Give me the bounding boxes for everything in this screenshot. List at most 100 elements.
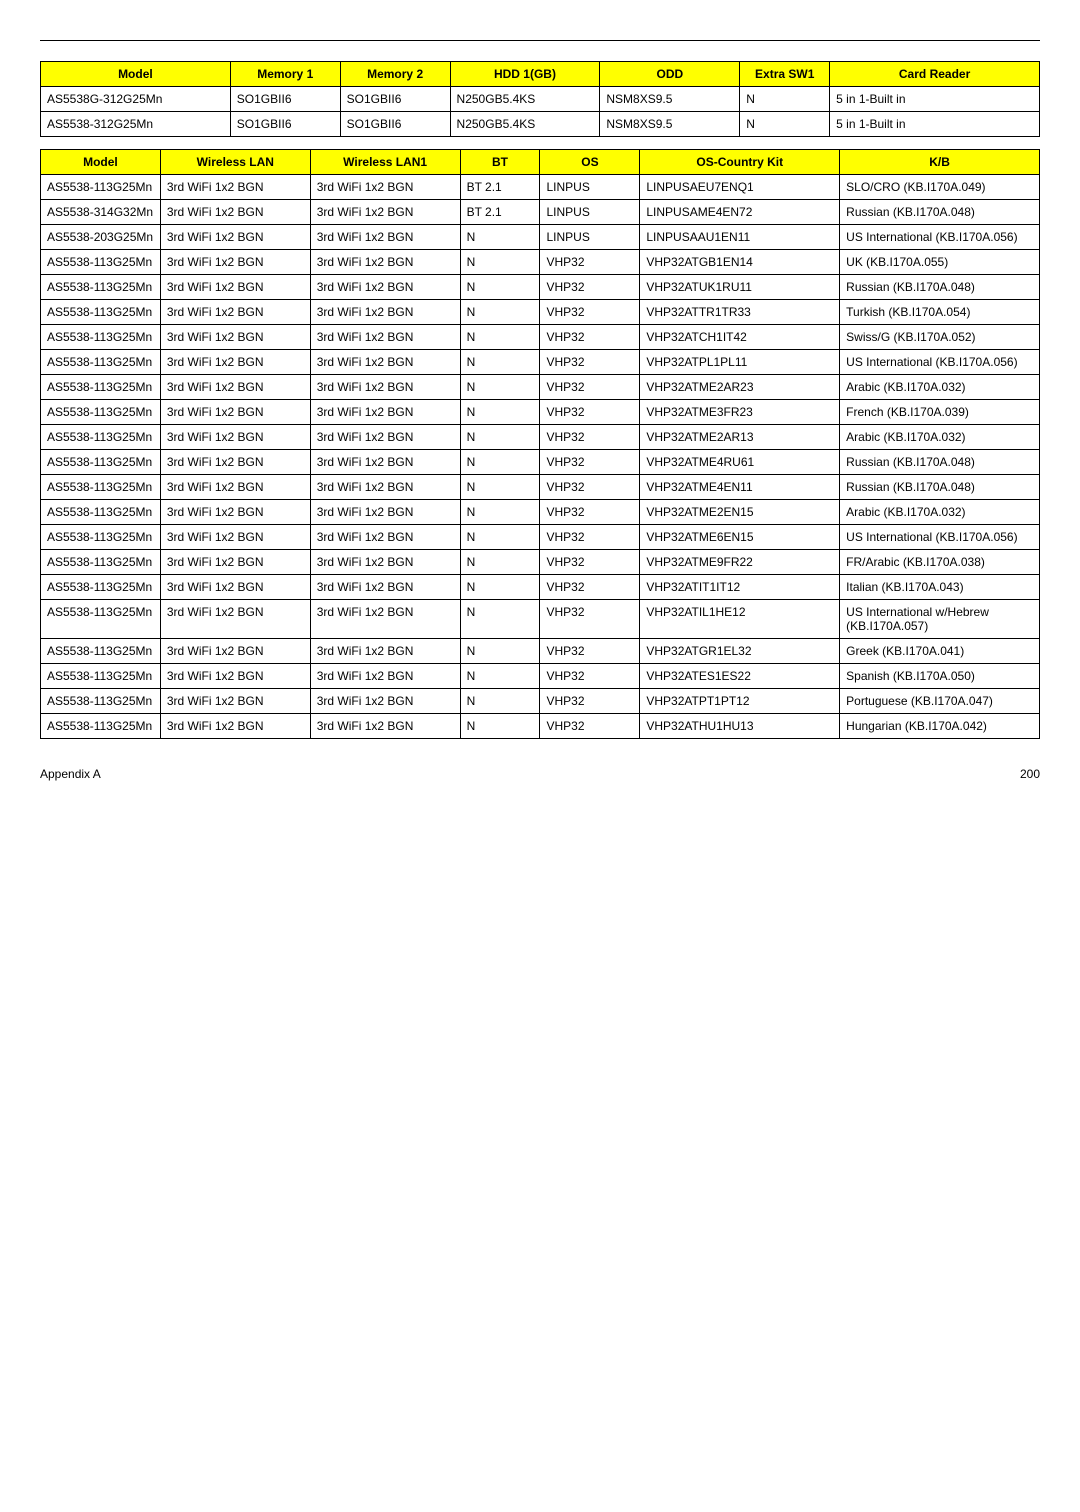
table-cell: VHP32ATGR1EL32 [640, 639, 840, 664]
table-cell: AS5538-113G25Mn [41, 250, 161, 275]
table-cell: 3rd WiFi 1x2 BGN [310, 639, 460, 664]
table-cell: Arabic (KB.I170A.032) [840, 500, 1040, 525]
table-cell: Russian (KB.I170A.048) [840, 450, 1040, 475]
wireless-table-body: AS5538-113G25Mn3rd WiFi 1x2 BGN3rd WiFi … [41, 175, 1040, 739]
table-header-row: ModelMemory 1Memory 2HDD 1(GB)ODDExtra S… [41, 62, 1040, 87]
table-cell: US International (KB.I170A.056) [840, 525, 1040, 550]
table-cell: VHP32ATHU1HU13 [640, 714, 840, 739]
table-cell: VHP32 [540, 500, 640, 525]
table-header-cell: ODD [600, 62, 740, 87]
table-cell: 3rd WiFi 1x2 BGN [310, 175, 460, 200]
table-cell: LINPUSAAU1EN11 [640, 225, 840, 250]
table-cell: N [460, 525, 540, 550]
memory-table-head: ModelMemory 1Memory 2HDD 1(GB)ODDExtra S… [41, 62, 1040, 87]
table-cell: N [460, 475, 540, 500]
table-cell: AS5538-113G25Mn [41, 400, 161, 425]
table-cell: AS5538-113G25Mn [41, 714, 161, 739]
table-row: AS5538-312G25MnSO1GBII6SO1GBII6N250GB5.4… [41, 112, 1040, 137]
table-cell: AS5538-113G25Mn [41, 475, 161, 500]
table-cell: 3rd WiFi 1x2 BGN [310, 425, 460, 450]
table-cell: N [460, 500, 540, 525]
table-cell: VHP32 [540, 375, 640, 400]
table-cell: VHP32 [540, 425, 640, 450]
table-cell: N [740, 112, 830, 137]
page-footer: Appendix A 200 [40, 767, 1040, 781]
table-cell: N [460, 225, 540, 250]
table-cell: 3rd WiFi 1x2 BGN [160, 600, 310, 639]
table-cell: AS5538-113G25Mn [41, 275, 161, 300]
table-cell: N [740, 87, 830, 112]
table-header-cell: BT [460, 150, 540, 175]
table-header-cell: HDD 1(GB) [450, 62, 600, 87]
table-cell: AS5538-113G25Mn [41, 325, 161, 350]
table-row: AS5538G-312G25MnSO1GBII6SO1GBII6N250GB5.… [41, 87, 1040, 112]
table-cell: 3rd WiFi 1x2 BGN [310, 375, 460, 400]
wireless-table-head: ModelWireless LANWireless LAN1BTOSOS-Cou… [41, 150, 1040, 175]
table-cell: AS5538-113G25Mn [41, 450, 161, 475]
table-cell: VHP32 [540, 664, 640, 689]
table-cell: N250GB5.4KS [450, 112, 600, 137]
table-cell: SO1GBII6 [340, 87, 450, 112]
table-cell: VHP32ATIT1IT12 [640, 575, 840, 600]
table-cell: N [460, 300, 540, 325]
table-cell: N [460, 664, 540, 689]
table-header-cell: Wireless LAN1 [310, 150, 460, 175]
table-cell: AS5538-113G25Mn [41, 175, 161, 200]
table-cell: 3rd WiFi 1x2 BGN [160, 664, 310, 689]
table-cell: VHP32ATME9FR22 [640, 550, 840, 575]
table-cell: N [460, 375, 540, 400]
table-cell: 3rd WiFi 1x2 BGN [160, 225, 310, 250]
table-cell: VHP32 [540, 575, 640, 600]
table-row: AS5538-113G25Mn3rd WiFi 1x2 BGN3rd WiFi … [41, 639, 1040, 664]
table-cell: US International w/Hebrew (KB.I170A.057) [840, 600, 1040, 639]
table-header-cell: Memory 2 [340, 62, 450, 87]
table-row: AS5538-113G25Mn3rd WiFi 1x2 BGN3rd WiFi … [41, 175, 1040, 200]
table-row: AS5538-113G25Mn3rd WiFi 1x2 BGN3rd WiFi … [41, 600, 1040, 639]
table-cell: AS5538-113G25Mn [41, 500, 161, 525]
table-header-cell: Memory 1 [230, 62, 340, 87]
table-cell: 3rd WiFi 1x2 BGN [310, 500, 460, 525]
table-row: AS5538-113G25Mn3rd WiFi 1x2 BGN3rd WiFi … [41, 575, 1040, 600]
table-cell: Greek (KB.I170A.041) [840, 639, 1040, 664]
table-cell: 3rd WiFi 1x2 BGN [160, 550, 310, 575]
table-cell: AS5538G-312G25Mn [41, 87, 231, 112]
table-cell: Portuguese (KB.I170A.047) [840, 689, 1040, 714]
table-cell: VHP32ATME3FR23 [640, 400, 840, 425]
table-cell: Italian (KB.I170A.043) [840, 575, 1040, 600]
table-cell: VHP32ATME2AR13 [640, 425, 840, 450]
wireless-table: ModelWireless LANWireless LAN1BTOSOS-Cou… [40, 149, 1040, 739]
table-cell: N [460, 639, 540, 664]
table-cell: N [460, 350, 540, 375]
table-cell: AS5538-312G25Mn [41, 112, 231, 137]
table-cell: VHP32ATGB1EN14 [640, 250, 840, 275]
table-row: AS5538-113G25Mn3rd WiFi 1x2 BGN3rd WiFi … [41, 375, 1040, 400]
table-cell: N250GB5.4KS [450, 87, 600, 112]
table-cell: 3rd WiFi 1x2 BGN [160, 200, 310, 225]
table-cell: VHP32ATES1ES22 [640, 664, 840, 689]
table-cell: AS5538-113G25Mn [41, 550, 161, 575]
table-cell: 3rd WiFi 1x2 BGN [160, 400, 310, 425]
table-cell: 3rd WiFi 1x2 BGN [310, 664, 460, 689]
table-cell: N [460, 250, 540, 275]
table-cell: 3rd WiFi 1x2 BGN [160, 250, 310, 275]
table-cell: Russian (KB.I170A.048) [840, 275, 1040, 300]
footer-left: Appendix A [40, 767, 101, 781]
table-cell: VHP32 [540, 275, 640, 300]
table-cell: VHP32ATME2EN15 [640, 500, 840, 525]
table-row: AS5538-113G25Mn3rd WiFi 1x2 BGN3rd WiFi … [41, 300, 1040, 325]
table-row: AS5538-113G25Mn3rd WiFi 1x2 BGN3rd WiFi … [41, 400, 1040, 425]
table-cell: NSM8XS9.5 [600, 112, 740, 137]
table-cell: French (KB.I170A.039) [840, 400, 1040, 425]
table-header-cell: K/B [840, 150, 1040, 175]
table-cell: 3rd WiFi 1x2 BGN [160, 525, 310, 550]
table-cell: VHP32ATUK1RU11 [640, 275, 840, 300]
table-cell: UK (KB.I170A.055) [840, 250, 1040, 275]
table-cell: AS5538-113G25Mn [41, 300, 161, 325]
table-cell: 3rd WiFi 1x2 BGN [160, 325, 310, 350]
table-cell: 3rd WiFi 1x2 BGN [160, 714, 310, 739]
table-cell: N [460, 600, 540, 639]
memory-table: ModelMemory 1Memory 2HDD 1(GB)ODDExtra S… [40, 61, 1040, 137]
table-cell: VHP32ATME4EN11 [640, 475, 840, 500]
table-cell: US International (KB.I170A.056) [840, 350, 1040, 375]
table-cell: NSM8XS9.5 [600, 87, 740, 112]
